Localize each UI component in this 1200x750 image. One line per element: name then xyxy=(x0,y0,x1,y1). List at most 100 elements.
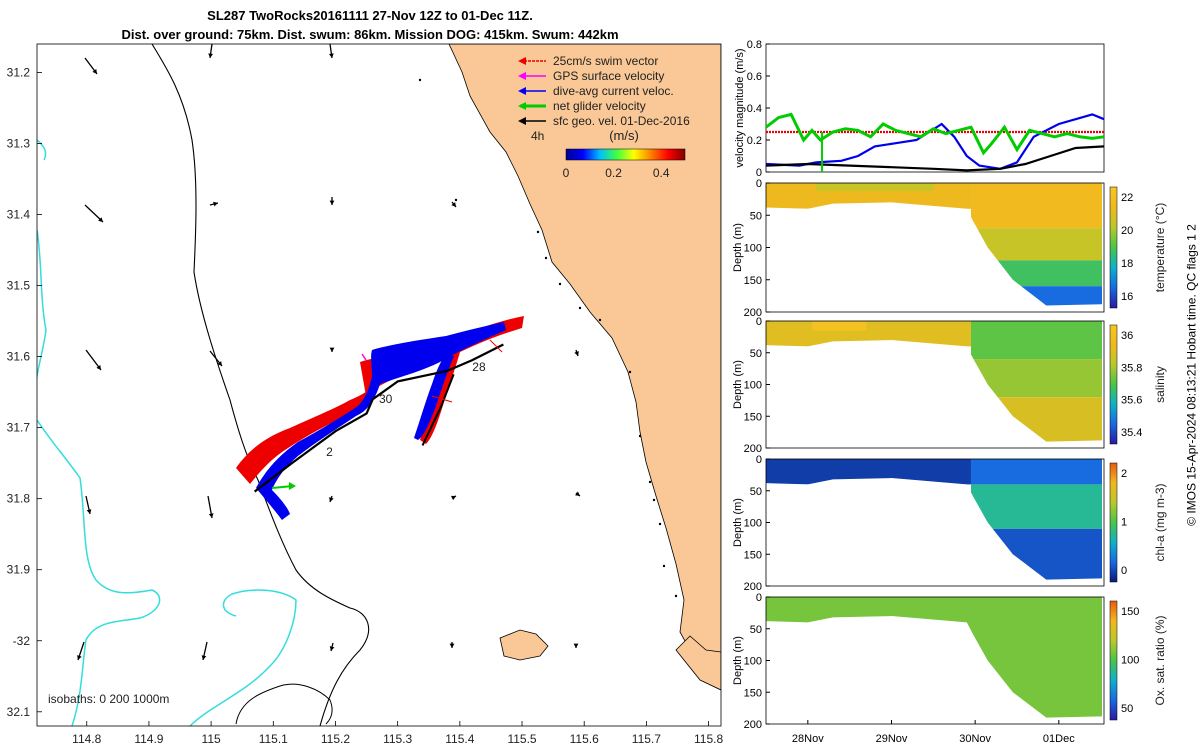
geo-velocity-arrowhead xyxy=(98,217,103,222)
velocity-series-geostrophic xyxy=(765,145,1105,172)
colorbar-tick-label: 0 xyxy=(1121,565,1127,577)
coastal-islet xyxy=(454,198,458,202)
swim-arrow-outlier xyxy=(431,395,453,403)
geo-velocity-arrowhead xyxy=(329,347,335,352)
heatmap-cell xyxy=(816,183,934,191)
colorbar-tick-label: 0.4 xyxy=(653,166,670,180)
heatmap-colorbar xyxy=(1109,600,1118,721)
geo-velocity-arrowhead xyxy=(213,201,218,207)
chart-subtitle: Dist. over ground: 75km. Dist. swum: 86k… xyxy=(121,27,619,42)
geo-velocity-arrowhead xyxy=(329,53,334,58)
y-tick-label: -32 xyxy=(13,634,31,648)
coastal-islet xyxy=(658,522,662,526)
x-tick-label: 115.1 xyxy=(259,732,288,746)
colorbar-tick-label: 35.6 xyxy=(1121,395,1142,407)
geo-velocity-arrowhead xyxy=(573,643,579,648)
geo-velocity-arrowhead xyxy=(329,497,334,502)
depth-tick-label: 100 xyxy=(744,656,762,668)
colorbar-label: Ox. sat. ratio (%) xyxy=(1153,615,1167,705)
legend-arrowhead xyxy=(518,117,526,125)
geo-velocity-arrowhead xyxy=(96,365,101,370)
day-label: 28 xyxy=(472,360,486,374)
depth-tick-label: 50 xyxy=(750,486,762,498)
depth-tick-label: 0 xyxy=(756,454,762,466)
heatmap-cell xyxy=(970,321,1102,360)
depth-tick-label: 150 xyxy=(744,687,762,699)
x-tick-label: 115.4 xyxy=(445,732,474,746)
colorbar-label: chl-a (mg m-3) xyxy=(1153,483,1167,561)
geo-velocity-arrowhead xyxy=(77,655,82,660)
depth-tick-label: 50 xyxy=(750,210,762,222)
geo-velocity-arrowhead xyxy=(86,509,92,514)
depth-tick-label: 50 xyxy=(750,624,762,636)
glider-track-leg2 xyxy=(421,373,455,446)
isobath-200m-south xyxy=(235,683,333,725)
y-tick-label: 31.5 xyxy=(7,279,31,293)
depth-axis-label: Depth (m) xyxy=(732,223,744,272)
x-tick-label: 115.6 xyxy=(570,732,599,746)
coastal-islet xyxy=(536,230,540,234)
map-colorbar xyxy=(565,148,686,161)
velocity-y-tick-label: 0.4 xyxy=(747,103,762,115)
coastal-islet xyxy=(418,78,422,82)
geo-velocity-arrowhead xyxy=(329,646,335,651)
coastal-islet xyxy=(598,318,602,322)
y-tick-label: 32.1 xyxy=(7,705,31,719)
headland xyxy=(675,635,721,691)
date-tick-label: 30Nov xyxy=(959,733,991,745)
geo-velocity-arrowhead xyxy=(451,202,456,207)
legend-arrowhead xyxy=(518,72,526,80)
coastal-islet xyxy=(648,480,652,484)
colorbar-tick-label: 1 xyxy=(1121,517,1127,529)
velocity-y-tick-label: 0.6 xyxy=(747,71,762,83)
y-tick-label: 31.7 xyxy=(7,421,31,435)
heatmap-colorbar xyxy=(1109,324,1118,445)
date-tick-label: 28Nov xyxy=(792,733,824,745)
velocity-y-tick-label: 0.2 xyxy=(747,135,762,147)
geo-velocity-arrowhead xyxy=(574,351,579,356)
legend-4h-label: 4h xyxy=(531,129,544,143)
dive-avg-current-swath xyxy=(256,322,506,520)
coastal-islet xyxy=(638,434,642,438)
colorbar-label: temperature (°C) xyxy=(1153,203,1167,293)
colorbar-tick-label: 0 xyxy=(563,166,570,180)
depth-tick-label: 0 xyxy=(756,178,762,190)
x-tick-label: 115 xyxy=(202,732,221,746)
depth-axis-label: Depth (m) xyxy=(732,636,744,685)
colorbar-tick-label: 20 xyxy=(1121,225,1133,237)
coastal-islet xyxy=(628,370,632,374)
credit-text: © IMOS 15-Apr-2024 08:13:21 Hobart time.… xyxy=(1185,224,1199,526)
x-tick-label: 115.3 xyxy=(383,732,412,746)
velocity-y-tick-label: 0.8 xyxy=(747,39,762,51)
colorbar-tick-label: 2 xyxy=(1121,468,1127,480)
heatmap-cell xyxy=(970,359,1102,398)
map-layer xyxy=(37,44,721,726)
glider-track xyxy=(253,343,504,493)
colorbar-label: salinity xyxy=(1153,366,1167,403)
geo-velocity-arrowhead xyxy=(201,655,207,660)
colorbar-tick-label: 150 xyxy=(1121,606,1139,618)
swim-vector-swath xyxy=(236,388,372,484)
isobath-1000m xyxy=(37,139,297,726)
isobath-label: isobaths: 0 200 1000m xyxy=(48,692,169,706)
colorbar-tick-label: 35.8 xyxy=(1121,362,1142,374)
x-tick-label: 115.8 xyxy=(694,732,723,746)
legend-label: dive-avg current veloc. xyxy=(553,84,674,98)
coastal-islet xyxy=(544,256,548,260)
coastal-islet xyxy=(578,306,582,310)
depth-tick-label: 200 xyxy=(744,307,762,319)
coastal-islet xyxy=(558,282,562,286)
swim-arrow-outlier xyxy=(489,339,503,353)
geo-velocity-arrowhead xyxy=(217,361,222,366)
day-label: 30 xyxy=(379,392,393,406)
x-tick-label: 115.5 xyxy=(507,732,536,746)
velocity-panel-frame xyxy=(765,43,1105,173)
colorbar-tick-label: 18 xyxy=(1121,258,1133,270)
legend-label: net glider velocity xyxy=(553,99,646,113)
heatmap-cell xyxy=(812,321,867,331)
y-tick-label: 31.9 xyxy=(7,563,31,577)
depth-tick-label: 100 xyxy=(744,243,762,255)
island xyxy=(499,629,549,661)
legend-arrowhead xyxy=(518,57,526,65)
colorbar-tick-label: 36 xyxy=(1121,330,1133,342)
